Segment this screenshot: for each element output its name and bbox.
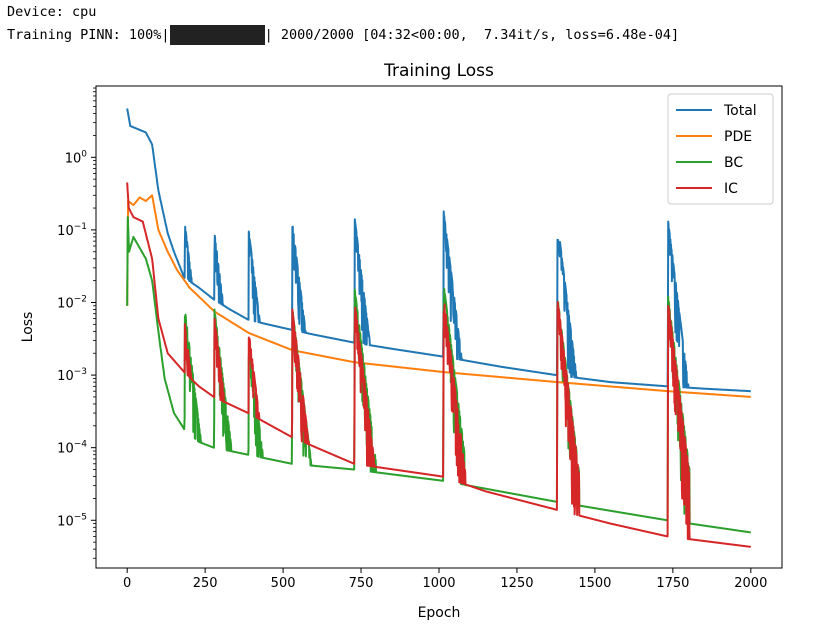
- x-tick-label: 1250: [500, 576, 533, 591]
- legend: Total PDE BC IC: [667, 93, 774, 205]
- y-tick-label: 10−3: [57, 367, 87, 384]
- x-tick-label: 1000: [422, 576, 455, 591]
- y-tick-label: 10−5: [57, 512, 87, 529]
- y-tick-label: 10−1: [57, 222, 87, 239]
- x-tick-label: 750: [349, 576, 374, 591]
- legend-label-pde: PDE: [724, 129, 752, 145]
- x-tick-label: 1500: [578, 576, 611, 591]
- x-tick-label: 500: [271, 576, 296, 591]
- progress-bar: [169, 25, 265, 45]
- x-tick-label: 1750: [656, 576, 689, 591]
- progress-prefix: Training PINN: 100%|: [7, 27, 170, 43]
- legend-box: [667, 93, 774, 205]
- legend-label-bc: BC: [724, 155, 743, 171]
- series-line-pde: [126, 194, 752, 398]
- device-line: Device: cpu: [7, 4, 97, 20]
- x-axis-label: Epoch: [418, 605, 461, 621]
- series-line-ic: [126, 182, 752, 548]
- progress-suffix: | 2000/2000 [04:32<00:00, 7.34it/s, loss…: [264, 27, 680, 43]
- y-tick-label: 10−4: [57, 440, 87, 457]
- x-tick-label: 250: [193, 576, 218, 591]
- y-tick-label: 100: [65, 149, 88, 166]
- progress-line: Training PINN: 100%| | 2000/2000 [04:32<0…: [7, 25, 679, 45]
- x-tick-label: 0: [123, 576, 131, 591]
- y-tick-label: 10−2: [57, 294, 87, 311]
- legend-label-total: Total: [723, 103, 757, 119]
- legend-label-ic: IC: [724, 181, 738, 197]
- series-line-bc: [126, 216, 752, 534]
- y-axis-label: Loss: [20, 312, 36, 343]
- x-tick-label: 2000: [734, 576, 767, 591]
- series-line-total: [126, 108, 752, 393]
- chart-title: Training Loss: [383, 61, 494, 81]
